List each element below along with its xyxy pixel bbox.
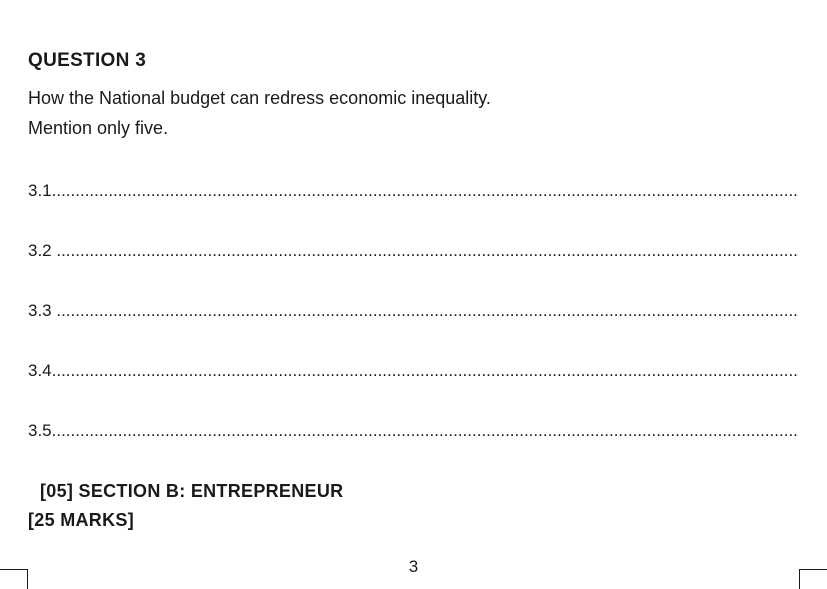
crop-mark xyxy=(799,569,827,570)
crop-mark xyxy=(799,569,800,589)
section-heading-line-2: [25 MARKS] xyxy=(28,510,799,531)
prompt-line-2: Mention only five. xyxy=(28,118,168,138)
answer-number: 3.2 xyxy=(28,241,52,260)
answer-line: 3.5.....................................… xyxy=(28,421,799,441)
answer-line: 3.1.....................................… xyxy=(28,181,799,201)
prompt-line-1: How the National budget can redress econ… xyxy=(28,88,491,108)
answer-line: 3.2 ....................................… xyxy=(28,241,799,261)
answer-number: 3.3 xyxy=(28,301,52,320)
question-heading: QUESTION 3 xyxy=(28,50,799,72)
answer-number: 3.1 xyxy=(28,181,52,200)
crop-mark xyxy=(27,569,28,589)
answer-number: 3.4 xyxy=(28,361,52,380)
answer-line: 3.3 ....................................… xyxy=(28,301,799,321)
section-heading-line-1: [05] SECTION B: ENTREPRENEUR xyxy=(40,481,799,502)
answer-number: 3.5 xyxy=(28,421,52,440)
answer-dots: ........................................… xyxy=(52,301,799,320)
crop-mark xyxy=(0,569,28,570)
answer-dots: ........................................… xyxy=(52,361,799,380)
page-content: QUESTION 3 How the National budget can r… xyxy=(0,0,827,531)
answer-dots: ........................................… xyxy=(52,421,799,440)
page-number: 3 xyxy=(409,557,418,577)
answer-line: 3.4.....................................… xyxy=(28,361,799,381)
answer-dots: ........................................… xyxy=(52,181,799,200)
answer-dots: ........................................… xyxy=(52,241,799,260)
section-block: [05] SECTION B: ENTREPRENEUR [25 MARKS] xyxy=(28,481,799,531)
question-prompt: How the National budget can redress econ… xyxy=(28,84,799,143)
